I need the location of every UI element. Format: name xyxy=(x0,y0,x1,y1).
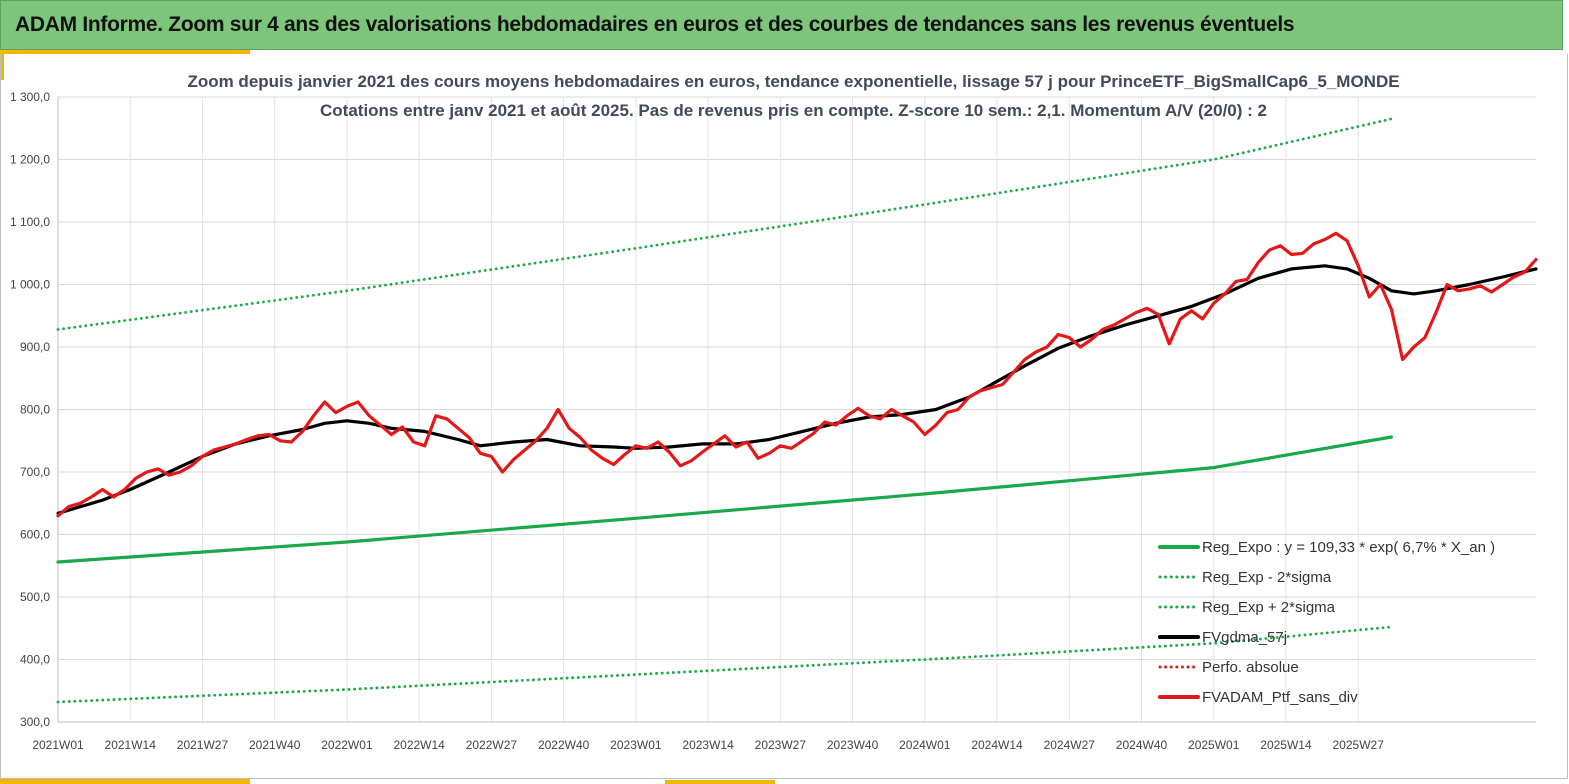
x-tick-label: 2023W40 xyxy=(827,738,879,752)
header-bar: ADAM Informe. Zoom sur 4 ans des valoris… xyxy=(0,0,1563,50)
y-tick-label: 600,0 xyxy=(20,528,50,542)
x-tick-label: 2021W14 xyxy=(105,738,157,752)
accent-bar-left xyxy=(0,50,4,80)
x-tick-label: 2024W27 xyxy=(1044,738,1096,752)
legend-label: FVADAM_Ptf_sans_div xyxy=(1202,689,1358,706)
series-line-3 xyxy=(56,264,1538,515)
y-tick-label: 300,0 xyxy=(20,715,50,729)
chart-frame xyxy=(0,54,1568,779)
x-tick-label: 2022W14 xyxy=(393,738,445,752)
y-tick-label: 1 000,0 xyxy=(10,278,50,292)
series-line-0 xyxy=(56,435,1394,564)
series-line-1 xyxy=(56,625,1393,704)
y-tick-label: 1 100,0 xyxy=(10,215,50,229)
x-tick-label: 2022W40 xyxy=(538,738,590,752)
x-tick-label: 2023W14 xyxy=(682,738,734,752)
legend-label: Reg_Expo : y = 109,33 * exp( 6,7% * X_an… xyxy=(1202,539,1495,556)
x-tick-label: 2021W01 xyxy=(32,738,84,752)
y-tick-label: 500,0 xyxy=(20,590,50,604)
x-tick-label: 2023W01 xyxy=(610,738,662,752)
legend-label: Reg_Exp + 2*sigma xyxy=(1202,599,1336,616)
legend-label: Reg_Exp - 2*sigma xyxy=(1202,569,1332,586)
y-tick-label: 1 300,0 xyxy=(10,90,50,104)
x-tick-label: 2022W01 xyxy=(321,738,373,752)
header-title: ADAM Informe. Zoom sur 4 ans des valoris… xyxy=(15,13,1295,36)
x-tick-label: 2021W40 xyxy=(249,738,301,752)
chart-subtitle: Cotations entre janv 2021 et août 2025. … xyxy=(320,101,1267,120)
series-line-5 xyxy=(56,231,1538,518)
legend-label: Perfo. absolue xyxy=(1202,659,1299,676)
accent-bar-bottom xyxy=(0,779,250,784)
legend-label: FVgdma_57j xyxy=(1202,629,1287,646)
x-tick-label: 2024W14 xyxy=(971,738,1023,752)
y-tick-label: 800,0 xyxy=(20,403,50,417)
accent-bar-top xyxy=(0,50,250,54)
x-tick-label: 2023W27 xyxy=(755,738,807,752)
y-tick-label: 1 200,0 xyxy=(10,153,50,167)
y-tick-label: 900,0 xyxy=(20,340,50,354)
series-line-2 xyxy=(56,117,1393,331)
x-tick-label: 2024W01 xyxy=(899,738,951,752)
x-tick-label: 2024W40 xyxy=(1116,738,1168,752)
y-tick-label: 700,0 xyxy=(20,465,50,479)
x-tick-label: 2022W27 xyxy=(466,738,518,752)
accent-bar-bottom-secondary xyxy=(665,780,775,784)
x-tick-label: 2025W01 xyxy=(1188,738,1240,752)
x-tick-label: 2025W27 xyxy=(1333,738,1385,752)
chart-title: Zoom depuis janvier 2021 des cours moyen… xyxy=(187,72,1400,91)
x-tick-label: 2025W14 xyxy=(1260,738,1312,752)
x-tick-label: 2021W27 xyxy=(177,738,229,752)
y-tick-label: 400,0 xyxy=(20,653,50,667)
